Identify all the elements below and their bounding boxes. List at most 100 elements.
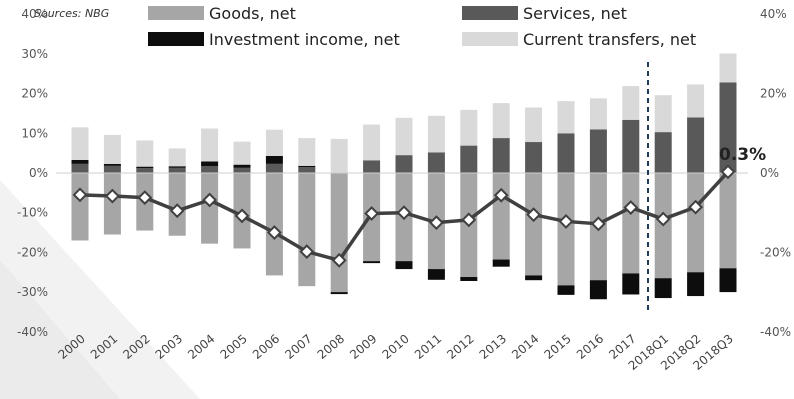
bar-services bbox=[395, 155, 413, 173]
bar-goods bbox=[719, 173, 737, 269]
legend-swatch-investment bbox=[148, 32, 204, 46]
bar-transfers bbox=[557, 101, 575, 134]
bar-services bbox=[103, 165, 121, 173]
x-tick-label: 2004 bbox=[185, 332, 217, 362]
legend: Goods, net Services, net Investment inco… bbox=[148, 4, 696, 49]
bar-services bbox=[589, 129, 607, 173]
bar-transfers bbox=[265, 129, 283, 156]
bar-services bbox=[687, 117, 705, 173]
balance-point bbox=[623, 200, 639, 215]
bar-investment bbox=[589, 280, 607, 300]
y-axis-left: 40% 30% 20% 10% 0% -10% -20% -30% -40% bbox=[17, 7, 48, 339]
bar-investment bbox=[233, 164, 251, 168]
bar-goods bbox=[71, 173, 89, 241]
balance-point bbox=[137, 190, 153, 206]
bar-investment bbox=[654, 278, 672, 299]
balance-line-layer bbox=[72, 164, 736, 268]
bar-transfers bbox=[622, 86, 640, 120]
bar-goods bbox=[622, 173, 640, 274]
x-tick-label: 2003 bbox=[153, 332, 185, 362]
balance-point bbox=[526, 207, 542, 223]
bar-investment bbox=[103, 163, 121, 166]
y-tick-left-label: -10% bbox=[17, 206, 48, 220]
bar-investment bbox=[71, 159, 89, 164]
x-tick-label: 2009 bbox=[347, 332, 379, 362]
bar-investment bbox=[363, 261, 381, 264]
y-tick-left-label: 40% bbox=[21, 7, 48, 21]
bar-services bbox=[363, 160, 381, 173]
balance-point bbox=[655, 211, 671, 227]
y-tick-left-label: -30% bbox=[17, 285, 48, 299]
balance-point bbox=[720, 164, 736, 180]
x-tick-label: 2006 bbox=[250, 332, 282, 362]
y-tick-left-label: 10% bbox=[21, 126, 48, 140]
bar-investment bbox=[395, 261, 413, 270]
bar-transfers bbox=[233, 141, 251, 165]
bar-goods bbox=[492, 173, 510, 260]
y-tick-right-label: 20% bbox=[760, 87, 787, 101]
y-tick-right-label: 0% bbox=[760, 166, 779, 180]
bar-investment bbox=[557, 285, 575, 295]
bar-services bbox=[265, 163, 283, 173]
x-tick-label: 2010 bbox=[380, 332, 412, 362]
x-tick-label: 2005 bbox=[218, 332, 250, 362]
bar-transfers bbox=[395, 117, 413, 156]
bar-investment bbox=[492, 259, 510, 267]
y-tick-left-label: 20% bbox=[21, 87, 48, 101]
bar-services bbox=[654, 132, 672, 173]
bars-layer bbox=[71, 53, 737, 300]
bar-transfers bbox=[427, 115, 445, 153]
bar-transfers bbox=[330, 138, 348, 173]
balance-point bbox=[202, 192, 218, 208]
bar-services bbox=[525, 142, 543, 173]
balance-point bbox=[493, 187, 509, 203]
bar-investment bbox=[687, 272, 705, 297]
bar-transfers bbox=[71, 127, 89, 160]
balance-point bbox=[396, 205, 412, 221]
y-tick-left-label: -40% bbox=[17, 325, 48, 339]
bar-services bbox=[492, 138, 510, 173]
legend-label-transfers: Current transfers, net bbox=[523, 30, 696, 49]
balance-point bbox=[299, 244, 315, 260]
y-tick-left-label: 0% bbox=[29, 166, 48, 180]
legend-label-goods: Goods, net bbox=[209, 4, 296, 23]
balance-point bbox=[266, 225, 282, 240]
bar-transfers bbox=[719, 53, 737, 83]
bar-transfers bbox=[168, 148, 186, 167]
bar-transfers bbox=[298, 138, 316, 166]
chart-source: Sources: NBG bbox=[34, 7, 109, 20]
bar-services bbox=[71, 163, 89, 173]
x-tick-label: 2011 bbox=[412, 332, 444, 362]
bar-services bbox=[233, 167, 251, 173]
bar-goods bbox=[687, 173, 705, 273]
x-tick-label: 2008 bbox=[315, 332, 347, 362]
bar-services bbox=[622, 119, 640, 173]
balance-point bbox=[590, 216, 606, 232]
x-tick-label: 2014 bbox=[509, 332, 541, 362]
legend-swatch-services bbox=[462, 6, 518, 20]
bar-goods bbox=[557, 173, 575, 286]
bar-transfers bbox=[492, 103, 510, 139]
bar-goods bbox=[298, 173, 316, 287]
x-tick-label: 2012 bbox=[444, 332, 476, 362]
bar-goods bbox=[201, 173, 219, 244]
bar-transfers bbox=[136, 140, 154, 167]
bar-investment bbox=[525, 275, 543, 281]
y-tick-left-label: -20% bbox=[17, 245, 48, 259]
y-tick-left-label: 30% bbox=[21, 47, 48, 61]
bar-services bbox=[201, 166, 219, 173]
bar-investment bbox=[330, 292, 348, 295]
bar-goods bbox=[330, 173, 348, 293]
bar-services bbox=[557, 133, 575, 173]
balance-point bbox=[234, 208, 250, 224]
balance-point bbox=[364, 206, 380, 221]
legend-swatch-transfers bbox=[462, 32, 518, 46]
balance-point bbox=[558, 214, 574, 229]
x-tick-label: 2016 bbox=[574, 332, 606, 362]
bar-investment bbox=[298, 165, 316, 168]
bar-transfers bbox=[363, 124, 381, 161]
legend-swatch-goods bbox=[148, 6, 204, 20]
background-decoration-2 bbox=[0, 260, 120, 399]
balance-point bbox=[169, 203, 185, 219]
